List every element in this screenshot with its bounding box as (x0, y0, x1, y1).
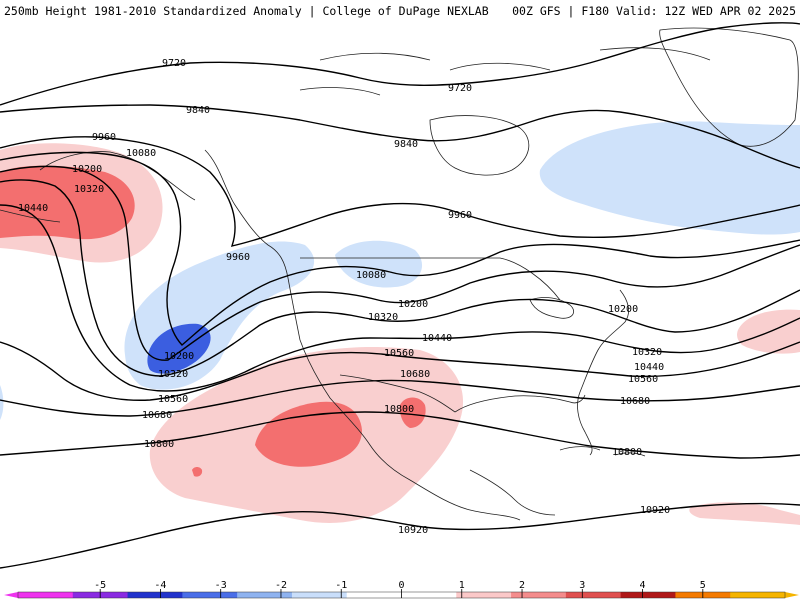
us-mexico-border (339, 374, 456, 413)
colorbar-segment (182, 592, 238, 598)
anomaly-map: 9720 9720 9840 9840 9960 9960 9960 10080… (0, 22, 800, 578)
colorbar-segment (346, 592, 402, 598)
contour-label: 10080 (126, 148, 156, 159)
contour-label: 10680 (620, 396, 650, 407)
anomaly-colorbar: -5 -4 -3 -2 -1 0 1 2 3 4 5 (0, 578, 800, 600)
colorbar-tick-label: -2 (275, 580, 287, 591)
positive-anomaly-hawaii (192, 467, 203, 477)
contour-10440 (0, 204, 800, 392)
contour-10080 (0, 151, 800, 346)
colorbar-tick-label: 0 (398, 580, 404, 591)
colorbar-end-arrow (4, 592, 18, 598)
greenland (659, 27, 799, 147)
contour-10560 (0, 341, 800, 401)
colorbar-segment (237, 592, 293, 598)
colorbar-segment (456, 592, 512, 598)
hudson-bay (429, 115, 530, 176)
contour-label: 9840 (186, 105, 210, 116)
contour-label: 10560 (158, 394, 188, 405)
contour-label: 9720 (448, 83, 472, 94)
colorbar-segment (620, 592, 676, 598)
north-america-west-coast (204, 149, 521, 521)
caribbean-islands (559, 446, 646, 457)
contour-9960 (0, 136, 800, 247)
positive-anomaly-baja-core (399, 397, 426, 428)
aleutian-islands (0, 209, 61, 223)
colorbar-tick-label: -5 (94, 580, 106, 591)
contour-label: 9960 (226, 252, 250, 263)
contour-label: 10080 (356, 270, 386, 281)
contour-label: 10320 (368, 312, 398, 323)
colorbar-labels: -5 -4 -3 -2 -1 0 1 2 3 4 5 (94, 580, 706, 591)
negative-anomaly-rockies (335, 240, 423, 288)
contour-10320 (0, 179, 800, 377)
colorbar-segment (511, 592, 567, 598)
colorbar-segment (127, 592, 183, 598)
colorbar-segment (18, 592, 74, 598)
us-canada-border (300, 257, 561, 301)
contour-label: 10320 (74, 184, 104, 195)
height-contours (0, 22, 800, 569)
contour-label: 9960 (448, 210, 472, 221)
colorbar-tick-label: 4 (640, 580, 646, 591)
contour-label: 10920 (640, 505, 670, 516)
colorbar-tick-label: -4 (154, 580, 166, 591)
contour-label: 10560 (384, 348, 414, 359)
negative-anomaly-canada (539, 121, 800, 235)
map-title: 250mb Height 1981-2010 Standardized Anom… (4, 4, 489, 18)
contour-label: 10680 (400, 369, 430, 380)
contour-label: 10200 (398, 299, 428, 310)
contour-label: 10320 (158, 369, 188, 380)
contour-9720 (0, 22, 800, 106)
contour-label: 10800 (144, 439, 174, 450)
contour-label: 10440 (18, 203, 48, 214)
negative-anomaly-edge (0, 385, 4, 420)
contour-label: 10200 (608, 304, 638, 315)
contour-label: 9720 (162, 58, 186, 69)
colorbar-tick-label: -3 (215, 580, 227, 591)
colorbar-segments (4, 589, 799, 599)
colorbar-tick-label: 2 (519, 580, 525, 591)
central-america (469, 469, 556, 516)
colorbar-tick-label: 5 (700, 580, 706, 591)
contour-label: 10800 (384, 404, 414, 415)
gulf-coast (454, 394, 586, 413)
contour-label: 10200 (72, 164, 102, 175)
contour-label: 10680 (142, 410, 172, 421)
positive-anomaly-bering-core (0, 165, 135, 240)
contour-label: 10320 (632, 347, 662, 358)
model-valid-time: 00Z GFS | F180 Valid: 12Z WED APR 02 202… (512, 4, 796, 18)
contour-label: 10920 (398, 525, 428, 536)
colorbar-tick-label: 1 (459, 580, 465, 591)
contour-label: 10800 (612, 447, 642, 458)
contour-10920 (0, 502, 800, 569)
colorbar-segment (565, 592, 622, 598)
contour-label: 10200 (164, 351, 194, 362)
colorbar-tick-label: 3 (579, 580, 585, 591)
contour-label: 9840 (394, 139, 418, 150)
negative-anomaly-core (147, 323, 211, 374)
colorbar-end-arrow (785, 592, 799, 598)
contour-label: 9960 (92, 132, 116, 143)
map-header: 250mb Height 1981-2010 Standardized Anom… (0, 0, 800, 22)
positive-anomaly-atlantic-south (689, 502, 800, 525)
contour-10800 (0, 411, 800, 459)
contour-10200 (0, 165, 800, 361)
arctic-archipelago (299, 47, 711, 96)
colorbar-segment (291, 592, 348, 598)
contour-label: 10440 (422, 333, 452, 344)
colorbar-segment (401, 592, 457, 598)
great-lakes (529, 297, 574, 319)
anomaly-shading (0, 121, 800, 525)
positive-anomaly-southwest-core (255, 401, 362, 467)
contour-9840 (0, 104, 800, 169)
contour-label: 10560 (628, 374, 658, 385)
contour-10680 (0, 379, 800, 417)
contour-label-group: 9720 9720 9840 9840 9960 9960 9960 10080… (18, 58, 670, 536)
geography-outline (0, 27, 799, 521)
colorbar-tick-label: -1 (335, 580, 347, 591)
contour-label: 10440 (634, 362, 664, 373)
colorbar-segment (730, 592, 786, 598)
